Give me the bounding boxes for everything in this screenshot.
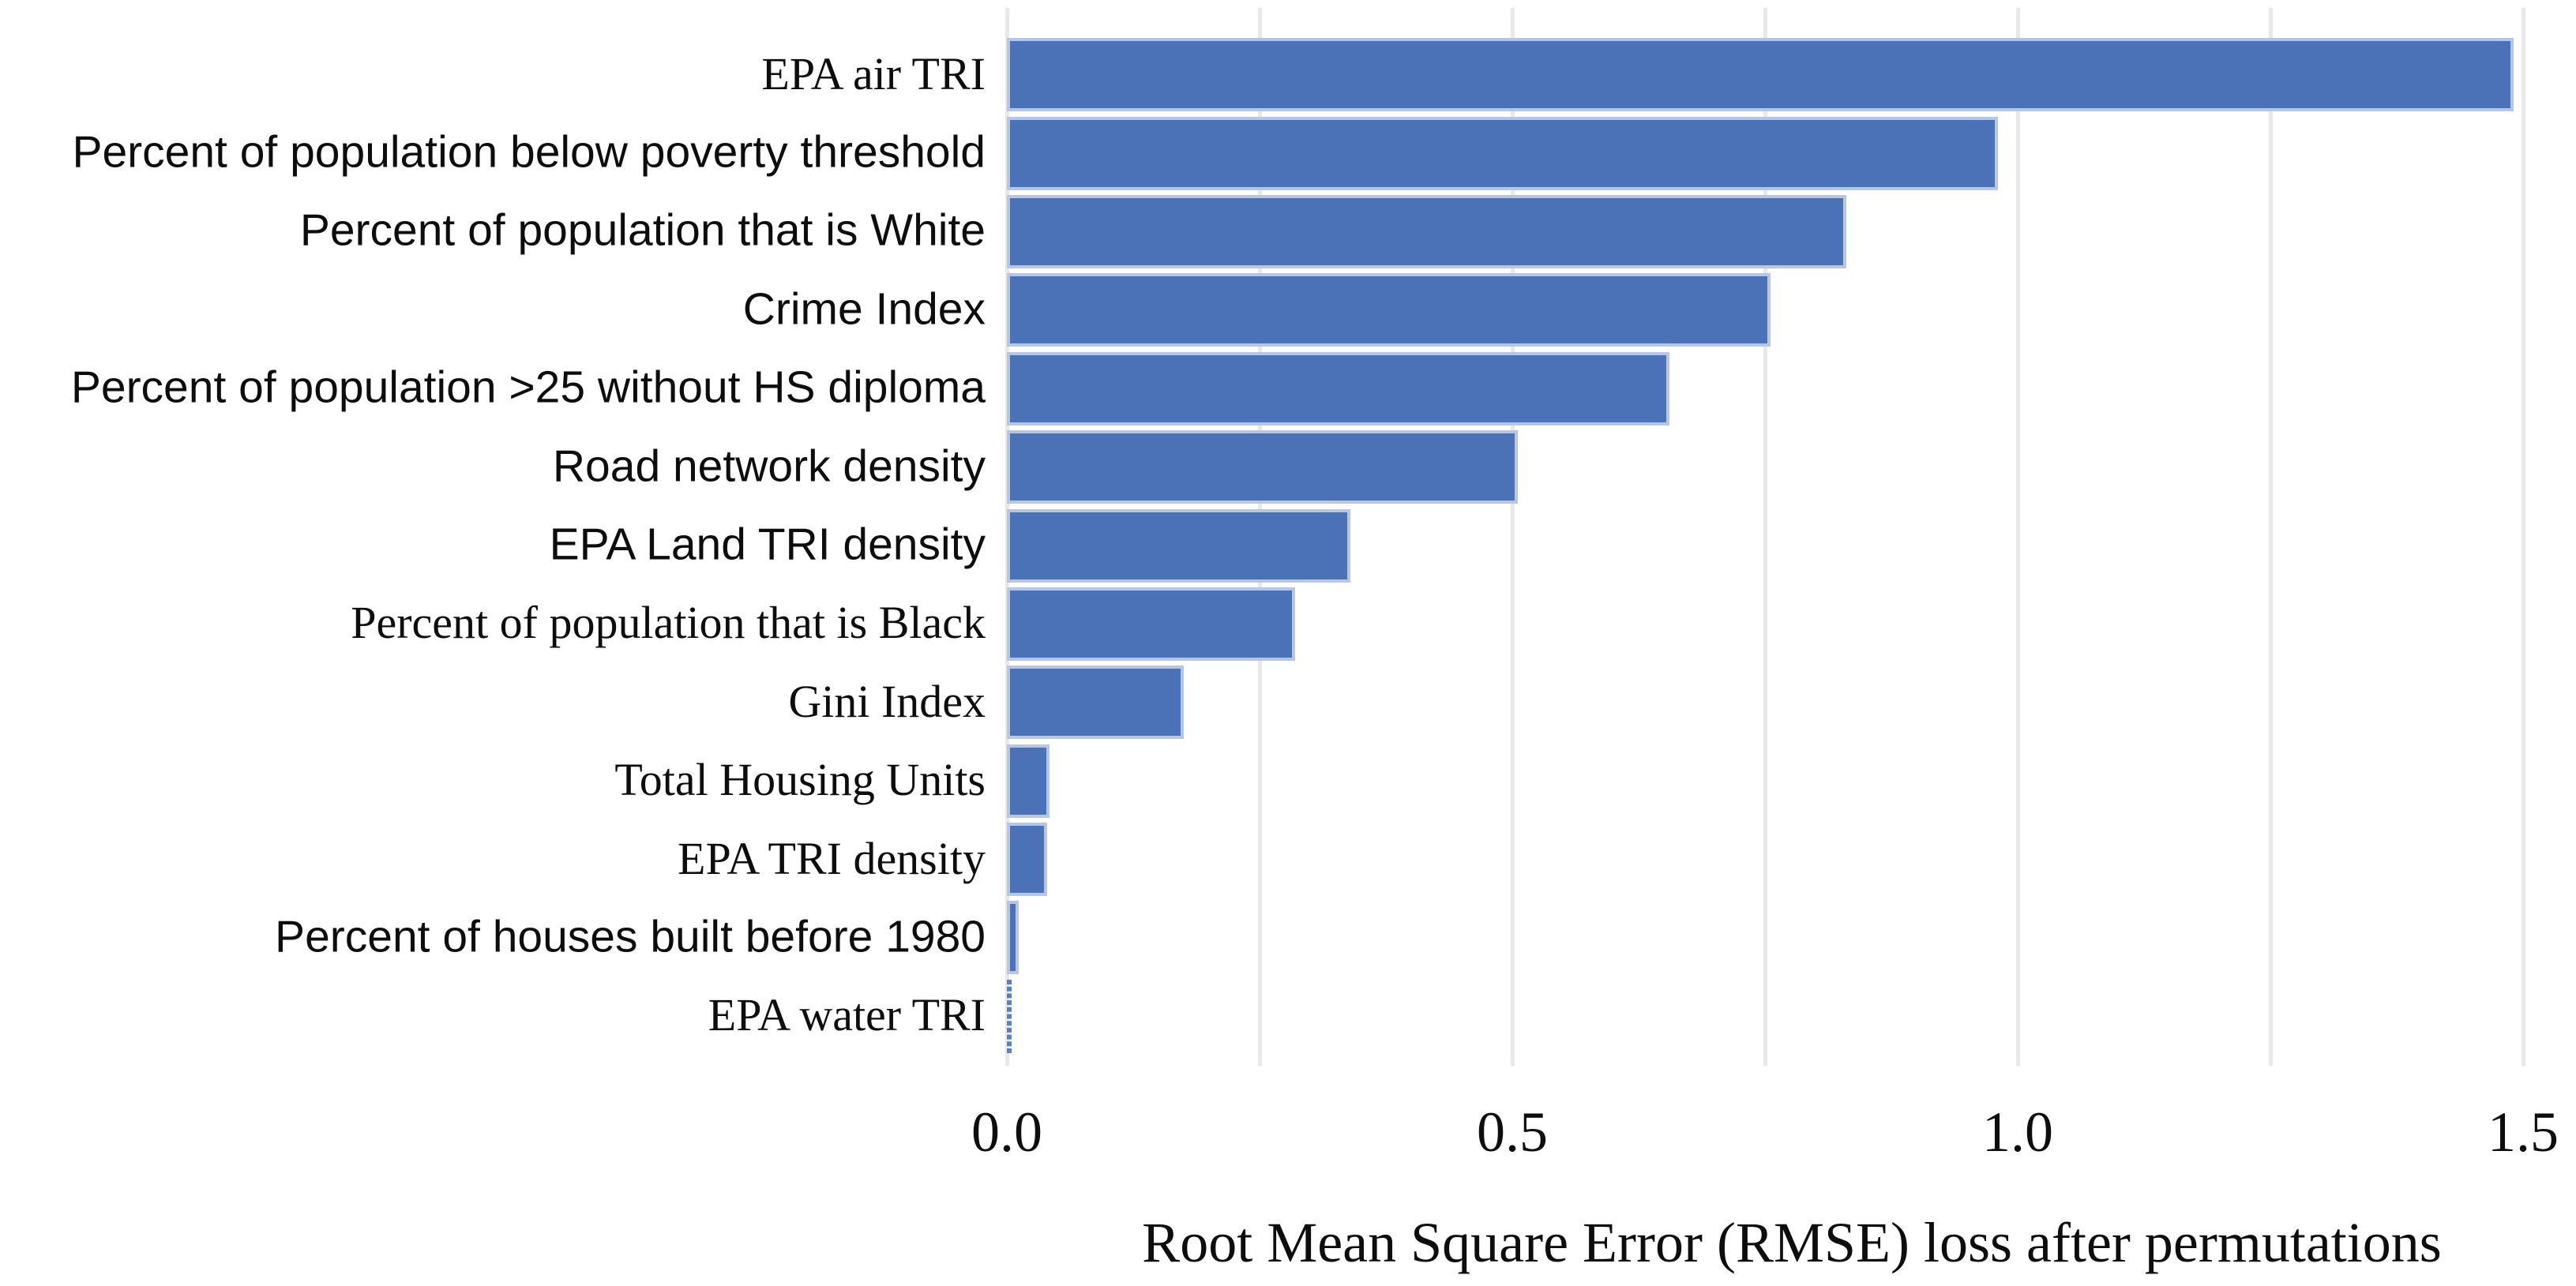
- gridline-x-1.50: [2522, 8, 2525, 1066]
- x-axis-title: Root Mean Square Error (RMSE) loss after…: [1142, 1211, 2442, 1274]
- category-label-10: EPA TRI density: [678, 832, 986, 884]
- bar-11: [1007, 901, 1019, 974]
- x-tick-label-1.0: 1.0: [1982, 1100, 2053, 1164]
- bar-7: [1007, 587, 1295, 661]
- category-label-7: Percent of population that is Black: [351, 596, 986, 648]
- gridline-x-1.00: [2016, 8, 2020, 1066]
- category-label-8: Gini Index: [788, 675, 986, 727]
- category-label-6: EPA Land TRI density: [549, 519, 986, 570]
- category-label-1: Percent of population below poverty thre…: [72, 126, 986, 178]
- category-label-2: Percent of population that is White: [299, 204, 986, 256]
- bar-8: [1007, 665, 1184, 739]
- gridline-x-1.25: [2269, 8, 2273, 1066]
- category-label-0: EPA air TRI: [761, 47, 986, 99]
- x-tick-label-1.5: 1.5: [2488, 1100, 2559, 1164]
- category-label-3: Crime Index: [742, 283, 986, 335]
- bar-0: [1007, 38, 2514, 111]
- category-label-9: Total Housing Units: [614, 753, 986, 805]
- category-label-5: Road network density: [552, 441, 986, 492]
- bar-2: [1007, 195, 1846, 268]
- bar-9: [1007, 744, 1050, 818]
- category-label-12: EPA water TRI: [708, 988, 986, 1040]
- gridline-x-0.50: [1511, 8, 1515, 1066]
- bar-5: [1007, 430, 1518, 504]
- x-tick-label-0.5: 0.5: [1477, 1100, 1548, 1164]
- bar-4: [1007, 352, 1669, 426]
- gridline-x-0.75: [1763, 8, 1767, 1066]
- plot-area: [1005, 8, 2576, 1066]
- x-tick-label-0.0: 0.0: [971, 1100, 1042, 1164]
- bar-6: [1007, 509, 1350, 583]
- category-label-11: Percent of houses built before 1980: [275, 911, 986, 962]
- bar-1: [1007, 117, 1998, 190]
- bar-10: [1007, 823, 1047, 896]
- bar-3: [1007, 273, 1771, 347]
- category-label-4: Percent of population >25 without HS dip…: [70, 362, 986, 413]
- bar-12: [1007, 980, 1012, 1053]
